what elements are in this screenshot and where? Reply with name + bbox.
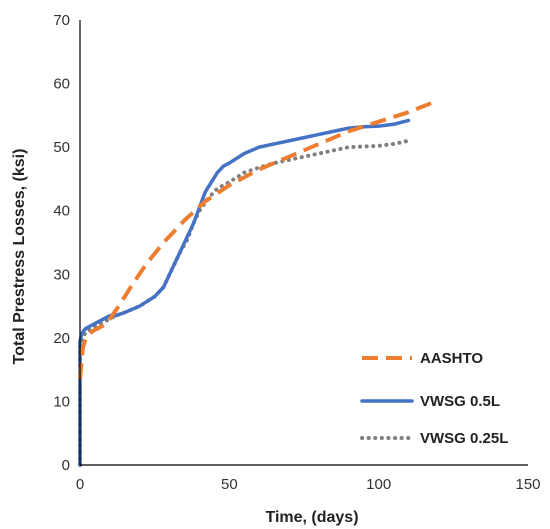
y-tick-label: 70 bbox=[53, 12, 70, 29]
tick-labels: 0 50 100 150 0 10 20 30 40 50 60 70 bbox=[53, 12, 540, 493]
x-tick-label: 0 bbox=[76, 476, 84, 493]
y-axis-title: Total Prestress Losses, (ksi) bbox=[11, 149, 28, 365]
y-tick-label: 20 bbox=[53, 330, 70, 347]
axes bbox=[79, 20, 528, 466]
x-tick-label: 50 bbox=[221, 476, 238, 493]
legend: AASHTO VWSG 0.5L VWSG 0.25L bbox=[360, 350, 508, 447]
x-axis-title: Time, (days) bbox=[265, 509, 358, 526]
y-tick-label: 50 bbox=[53, 139, 70, 156]
plot-area bbox=[78, 100, 434, 467]
x-tick-label: 150 bbox=[515, 476, 540, 493]
legend-label: AASHTO bbox=[420, 350, 483, 367]
series-line-vwsg-0-25l bbox=[78, 138, 411, 467]
y-tick-label: 10 bbox=[53, 393, 70, 410]
y-tick-label: 30 bbox=[53, 266, 70, 283]
y-tick-label: 40 bbox=[53, 203, 70, 220]
x-tick-label: 100 bbox=[366, 476, 391, 493]
y-tick-label: 0 bbox=[62, 457, 70, 474]
legend-label: VWSG 0.25L bbox=[420, 430, 508, 447]
y-tick-label: 60 bbox=[53, 76, 70, 93]
legend-label: VWSG 0.5L bbox=[420, 393, 500, 410]
series-line-vwsg-0-5l bbox=[78, 118, 411, 467]
series-line-aashto bbox=[78, 100, 434, 380]
